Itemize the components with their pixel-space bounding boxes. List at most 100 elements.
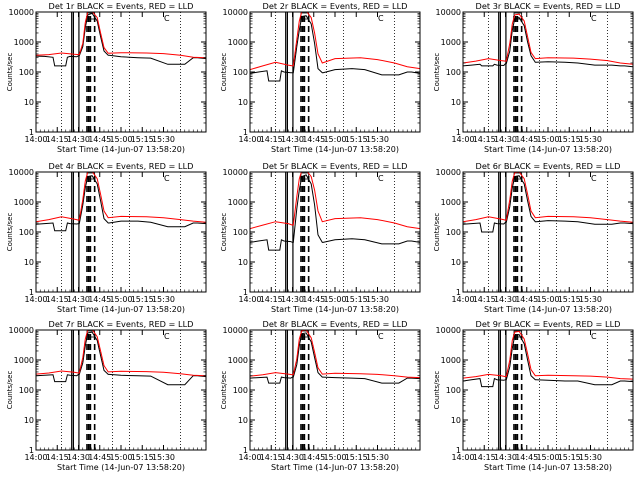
x-tick-label: 15:00: [323, 295, 346, 304]
y-tick-label: 1000: [14, 356, 34, 365]
y-axis-label: Counts/sec: [220, 213, 228, 252]
x-axis-label: Start Time (14-Jun-07 13:58:20): [484, 145, 612, 154]
chart-panel-7: Det 7r BLACK = Events, RED = LLD C 1 10 100 1…: [6, 319, 207, 472]
y-axis-label: Counts/sec: [433, 53, 441, 92]
series-line-lld: [463, 330, 633, 380]
x-tick-label: 14:45: [515, 295, 538, 304]
y-axis-label: Counts/sec: [6, 371, 14, 410]
x-tick-label: 14:00: [451, 295, 474, 304]
x-tick-label: 15:30: [366, 295, 389, 304]
y-tick-label: 10000: [223, 8, 248, 17]
chart-title: Det 8r BLACK = Events, RED = LLD: [263, 319, 408, 329]
chart-title: Det 4r BLACK = Events, RED = LLD: [49, 161, 194, 171]
x-tick-label: 14:00: [24, 135, 47, 144]
chart-panel-2: Det 2r BLACK = Events, RED = LLD C 1 10 100 1…: [220, 1, 421, 154]
peak-interval-box: [300, 172, 310, 180]
y-tick-label: 10000: [436, 168, 461, 177]
y-tick-label: 10000: [223, 168, 248, 177]
chart-panel-8: Det 8r BLACK = Events, RED = LLD C 1 10 100 1…: [220, 319, 421, 472]
series-line-lld: [463, 13, 633, 65]
x-tick-label: 14:15: [473, 295, 496, 304]
y-tick-label: 1000: [228, 356, 248, 365]
x-tick-label: 14:30: [67, 453, 90, 462]
x-tick-label: 15:30: [366, 135, 389, 144]
x-tick-label: 14:15: [260, 453, 283, 462]
y-tick-label: 10: [451, 98, 461, 107]
x-tick-label: 14:15: [46, 295, 69, 304]
plot-area: [463, 172, 633, 292]
x-tick-label: 15:15: [558, 135, 581, 144]
y-axis-label: Counts/sec: [6, 213, 14, 252]
y-tick-label: 10: [238, 258, 248, 267]
plot-area: [250, 12, 420, 132]
y-tick-label: 1: [29, 128, 34, 137]
x-tick-label: 14:45: [302, 453, 325, 462]
x-axis-label: Start Time (14-Jun-07 13:58:20): [271, 305, 399, 314]
x-tick-label: 14:00: [451, 135, 474, 144]
x-tick-label: 15:15: [345, 295, 368, 304]
x-tick-label: 14:00: [24, 295, 47, 304]
x-axis-label: Start Time (14-Jun-07 13:58:20): [57, 145, 185, 154]
x-tick-label: 14:30: [67, 295, 90, 304]
chart-title: Det 9r BLACK = Events, RED = LLD: [476, 319, 621, 329]
x-axis-label: Start Time (14-Jun-07 13:58:20): [484, 305, 612, 314]
y-axis-label: Counts/sec: [220, 371, 228, 410]
y-axis-label: Counts/sec: [6, 53, 14, 92]
y-tick-label: 100: [446, 228, 461, 237]
x-tick-label: 14:15: [473, 453, 496, 462]
series-line-events: [463, 334, 633, 388]
plot-area: [463, 330, 633, 450]
y-tick-label: 100: [446, 68, 461, 77]
y-tick-label: 10000: [436, 8, 461, 17]
x-tick-label: 15:00: [109, 135, 132, 144]
chart-panel-5: Det 5r BLACK = Events, RED = LLD C 1 10 100 1…: [220, 161, 421, 314]
x-tick-label: 15:00: [109, 295, 132, 304]
x-tick-label: 14:00: [238, 295, 261, 304]
y-axis-label: Counts/sec: [220, 53, 228, 92]
x-axis-label: Start Time (14-Jun-07 13:58:20): [484, 463, 612, 472]
flag-label: C: [591, 174, 597, 183]
series-line-lld: [36, 172, 206, 223]
y-tick-label: 10: [24, 98, 34, 107]
x-tick-label: 14:45: [88, 453, 111, 462]
x-tick-label: 14:15: [260, 135, 283, 144]
x-tick-label: 15:15: [131, 453, 154, 462]
y-tick-label: 100: [19, 68, 34, 77]
x-tick-label: 14:30: [281, 135, 304, 144]
series-line-events: [463, 17, 633, 68]
plot-area: [250, 330, 420, 450]
x-tick-label: 15:00: [536, 295, 559, 304]
series-line-lld: [36, 330, 206, 377]
y-tick-label: 1: [456, 128, 461, 137]
series-line-events: [250, 15, 420, 82]
x-tick-label: 15:00: [536, 135, 559, 144]
x-tick-label: 14:30: [281, 453, 304, 462]
x-tick-label: 14:45: [88, 295, 111, 304]
series-line-events: [36, 12, 206, 67]
y-tick-label: 10: [451, 416, 461, 425]
plot-area: [250, 172, 420, 292]
x-tick-label: 15:00: [536, 453, 559, 462]
series-line-lld: [463, 172, 633, 223]
x-tick-label: 14:30: [494, 135, 517, 144]
x-tick-label: 14:30: [494, 295, 517, 304]
flag-label: C: [164, 332, 170, 341]
y-tick-label: 1: [243, 128, 248, 137]
chart-panel-6: Det 6r BLACK = Events, RED = LLD C 1 10 100 1…: [433, 161, 634, 314]
x-tick-label: 15:15: [131, 135, 154, 144]
y-tick-label: 100: [233, 228, 248, 237]
y-tick-label: 1: [29, 446, 34, 455]
x-tick-label: 14:00: [451, 453, 474, 462]
x-tick-label: 15:15: [558, 453, 581, 462]
y-tick-label: 10: [238, 98, 248, 107]
x-axis-label: Start Time (14-Jun-07 13:58:20): [57, 305, 185, 314]
flag-label: C: [591, 332, 597, 341]
x-tick-label: 14:15: [260, 295, 283, 304]
flag-label: C: [378, 174, 384, 183]
x-tick-label: 15:00: [323, 135, 346, 144]
y-tick-label: 1: [243, 288, 248, 297]
x-tick-label: 15:30: [152, 135, 175, 144]
y-tick-label: 1000: [228, 198, 248, 207]
series-line-events: [250, 174, 420, 251]
